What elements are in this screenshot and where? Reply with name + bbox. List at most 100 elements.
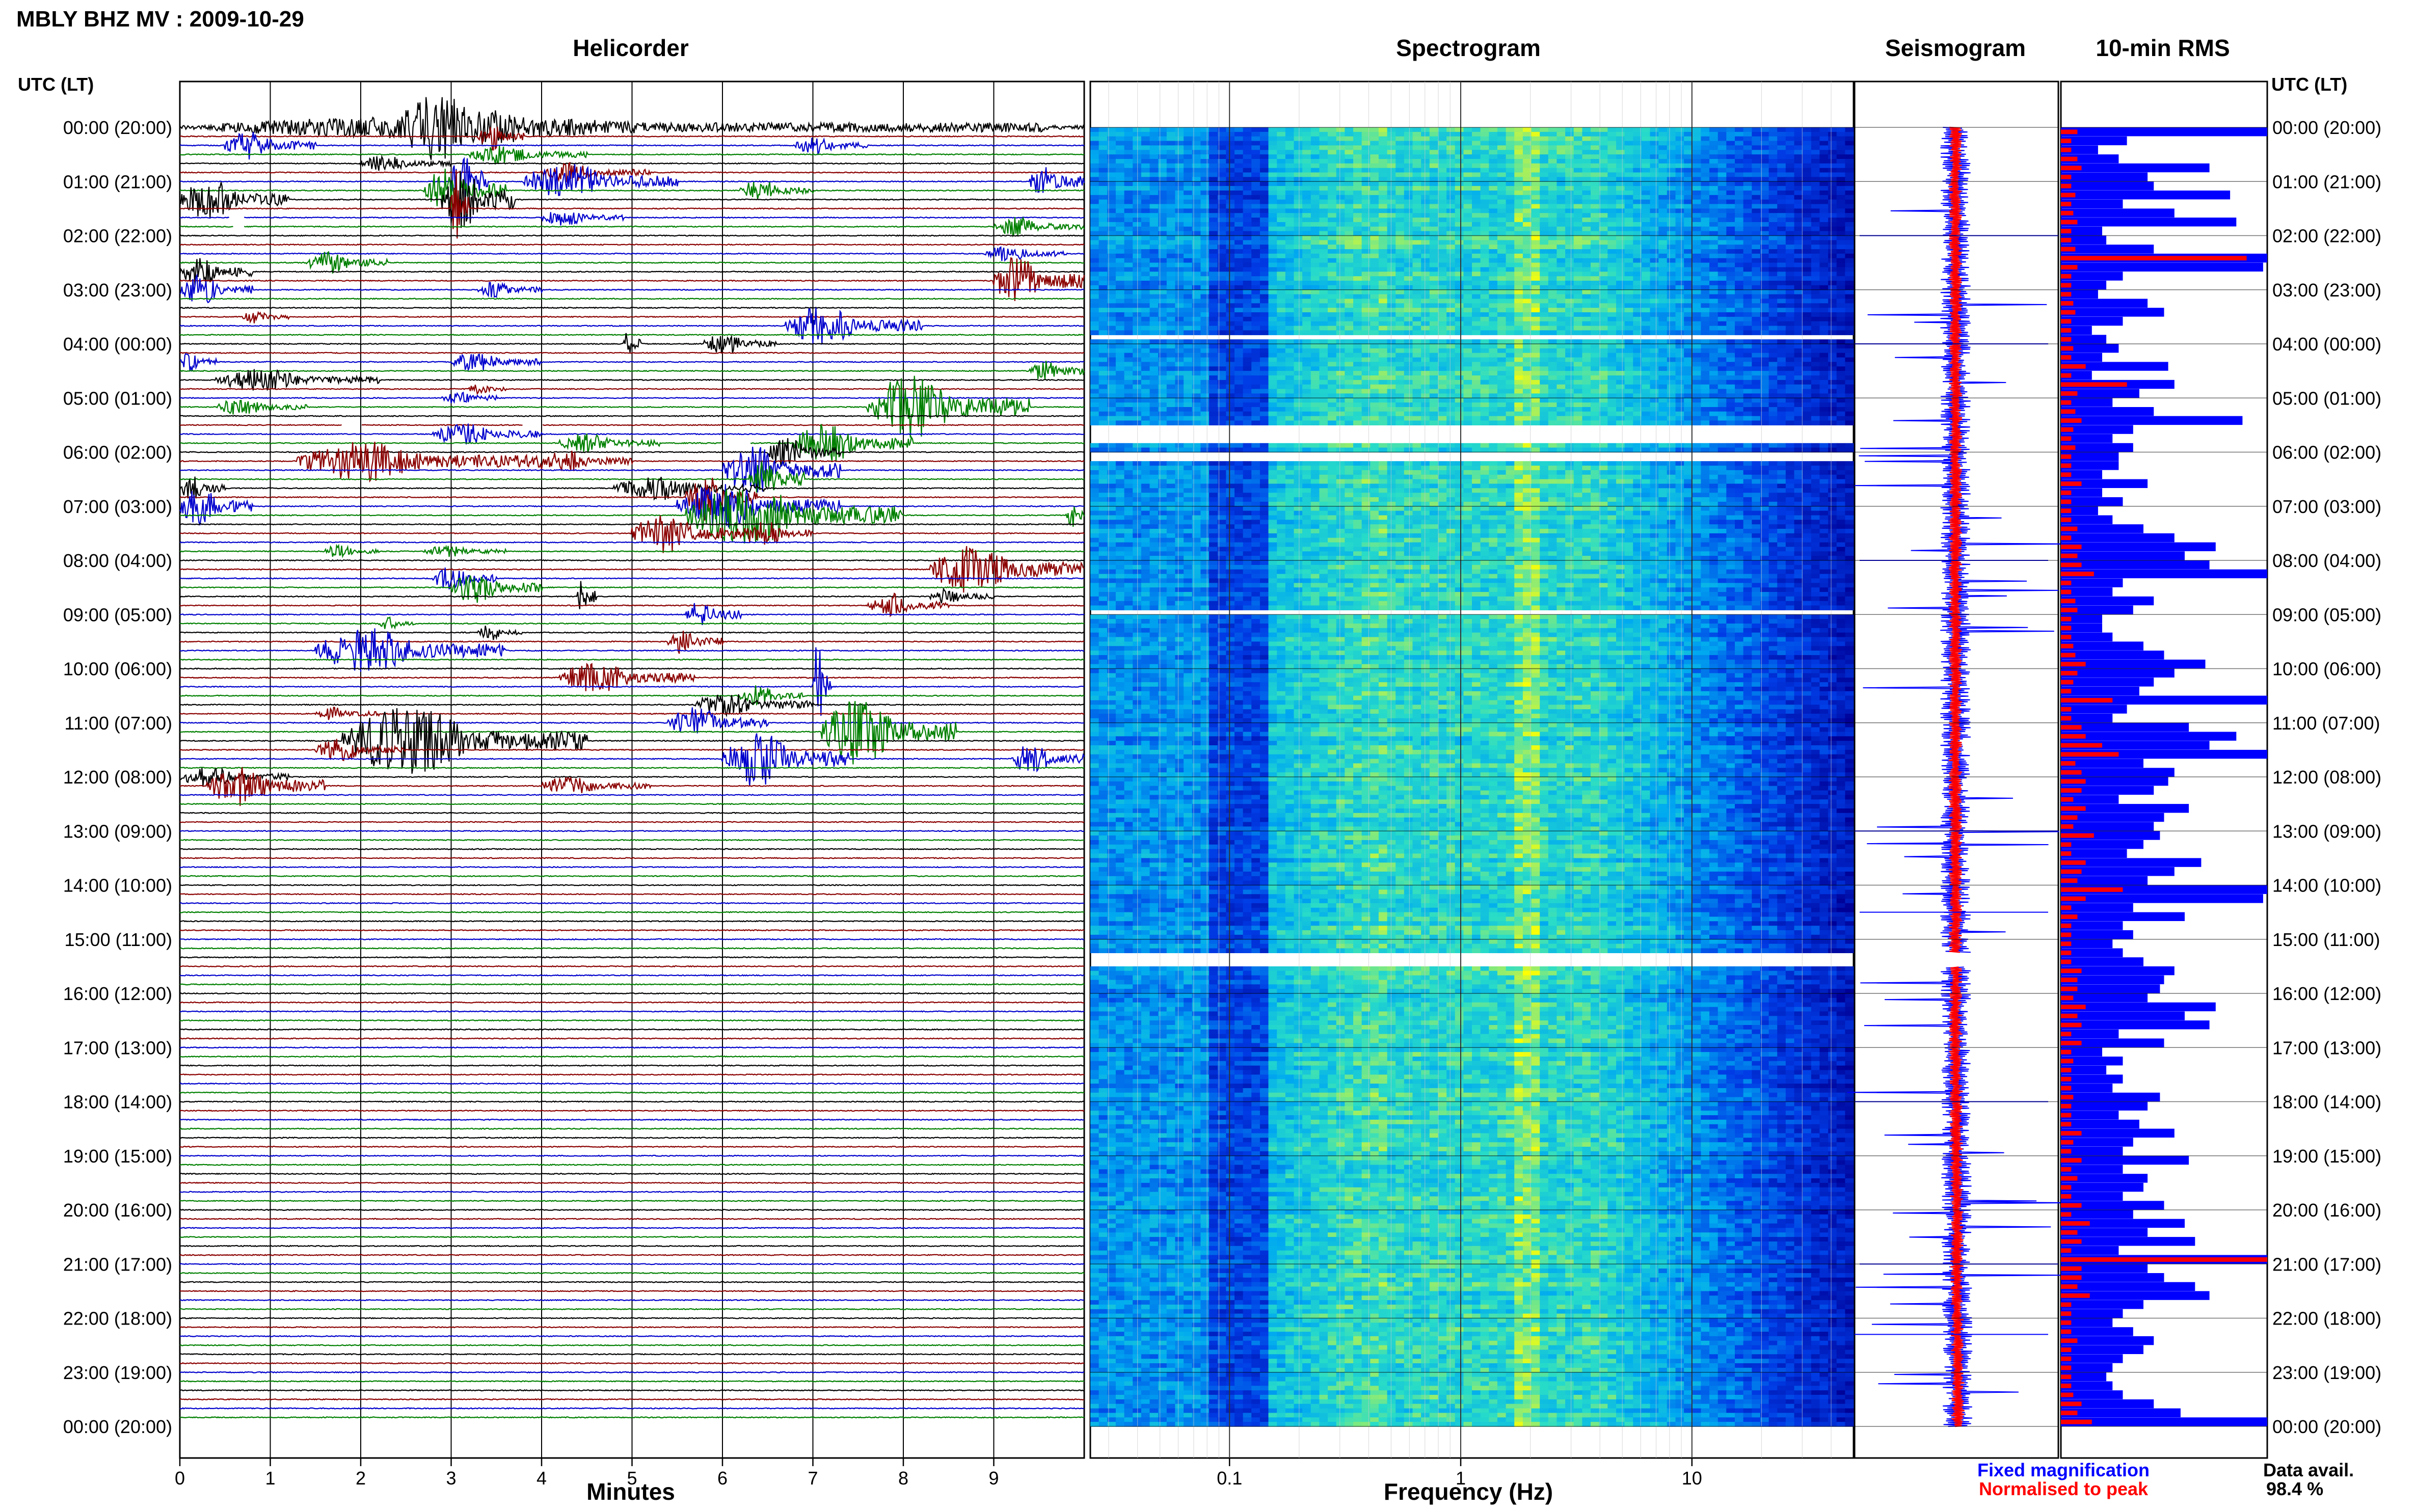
spectrogram-cell	[1540, 208, 1548, 213]
spectrogram-cell	[1557, 371, 1565, 376]
spectrogram-cell	[1260, 186, 1269, 191]
spectrogram-cell	[1514, 191, 1523, 196]
spectrogram-cell	[1786, 181, 1794, 186]
spectrogram-cell	[1396, 299, 1404, 304]
spectrogram-cell	[1574, 371, 1582, 376]
spectrogram-cell	[1752, 240, 1760, 245]
spectrogram-cell	[1463, 218, 1472, 223]
spectrogram-cell	[1251, 186, 1260, 191]
spectrogram-cell	[1463, 177, 1472, 182]
spectrogram-cell	[1642, 141, 1650, 146]
spectrogram-cell	[1421, 240, 1430, 245]
spectrogram-cell	[1302, 145, 1311, 150]
spectrogram-cell	[1489, 181, 1497, 186]
spectrogram-cell	[1548, 173, 1557, 178]
spectrogram-cell	[1235, 240, 1243, 245]
spectrogram-cell	[1565, 132, 1574, 137]
spectrogram-cell	[1540, 281, 1548, 286]
spectrogram-cell	[1726, 249, 1735, 254]
spectrogram-cell	[1591, 159, 1599, 164]
spectrogram-cell	[1311, 276, 1320, 281]
spectrogram-cell	[1404, 231, 1413, 236]
spectrogram-cell	[1540, 173, 1548, 178]
spectrogram-cell	[1209, 249, 1218, 254]
spectrogram-cell	[1430, 258, 1438, 263]
spectrogram-cell	[1557, 339, 1565, 344]
spectrogram-cell	[1837, 150, 1845, 155]
spectrogram-cell	[1192, 137, 1201, 142]
spectrogram-cell	[1557, 137, 1565, 142]
spectrogram-cell	[1430, 362, 1438, 367]
spectrogram-cell	[1362, 344, 1371, 349]
spectrogram-cell	[1311, 195, 1320, 200]
spectrogram-cell	[1752, 276, 1760, 281]
spectrogram-cell	[1455, 218, 1464, 223]
spectrogram-cell	[1557, 303, 1565, 308]
spectrogram-cell	[1777, 254, 1786, 259]
spectrogram-cell	[1150, 366, 1159, 371]
spectrogram-cell	[1192, 348, 1201, 354]
spectrogram-cell	[1463, 344, 1472, 349]
spectrogram-cell	[1625, 218, 1633, 223]
spectrogram-cell	[1446, 312, 1455, 317]
spectrogram-cell	[1116, 132, 1124, 137]
spectrogram-cell	[1565, 195, 1574, 200]
spectrogram-cell	[1438, 236, 1446, 241]
spectrogram-cell	[1294, 281, 1303, 286]
spectrogram-cell	[1532, 208, 1540, 213]
spectrogram-cell	[1819, 290, 1828, 295]
spectrogram-cell	[1124, 267, 1133, 273]
spectrogram-cell	[1743, 339, 1752, 344]
spectrogram-cell	[1362, 353, 1371, 358]
spectrogram-cell	[1819, 276, 1828, 281]
spectrogram-cell	[1455, 173, 1464, 178]
spectrogram-cell	[1548, 330, 1557, 335]
spectrogram-cell	[1607, 177, 1616, 182]
spectrogram-cell	[1769, 317, 1778, 322]
spectrogram-cell	[1277, 344, 1285, 349]
spectrogram-cell	[1175, 276, 1184, 281]
spectrogram-cell	[1446, 299, 1455, 304]
spectrogram-cell	[1565, 308, 1574, 313]
spectrogram-cell	[1532, 258, 1540, 263]
spectrogram-cell	[1438, 231, 1446, 236]
spectrogram-cell	[1362, 317, 1371, 322]
spectrogram-cell	[1421, 321, 1430, 327]
spectrogram-cell	[1379, 164, 1387, 169]
spectrogram-cell	[1167, 191, 1175, 196]
spectrogram-cell	[1803, 330, 1811, 335]
spectrogram-cell	[1116, 177, 1124, 182]
spectrogram-cell	[1192, 222, 1201, 227]
spectrogram-cell	[1209, 200, 1218, 205]
spectrogram-cell	[1328, 321, 1336, 327]
spectrogram-cell	[1226, 344, 1235, 349]
spectrogram-cell	[1336, 290, 1345, 295]
spectrogram-cell	[1819, 236, 1828, 241]
spectrogram-cell	[1260, 348, 1269, 354]
spectrogram-cell	[1811, 181, 1820, 186]
spectrogram-cell	[1090, 326, 1099, 331]
spectrogram-cell	[1658, 258, 1667, 263]
spectrogram-cell	[1133, 371, 1141, 376]
spectrogram-cell	[1396, 177, 1404, 182]
spectrogram-cell	[1642, 348, 1650, 354]
spectrogram-cell	[1803, 312, 1811, 317]
spectrogram-cell	[1726, 191, 1735, 196]
spectrogram-cell	[1302, 132, 1311, 137]
spectrogram-cell	[1582, 231, 1591, 236]
spectrogram-cell	[1251, 312, 1260, 317]
spectrogram-cell	[1141, 249, 1150, 254]
spectrogram-cell	[1540, 218, 1548, 223]
spectrogram-cell	[1090, 312, 1099, 317]
spectrogram-cell	[1235, 348, 1243, 354]
spectrogram-cell	[1336, 231, 1345, 236]
spectrogram-cell	[1158, 254, 1167, 259]
spectrogram-cell	[1158, 263, 1167, 268]
spectrogram-cell	[1184, 208, 1192, 213]
spectrogram-cell	[1625, 159, 1633, 164]
spectrogram-cell	[1463, 308, 1472, 313]
spectrogram-cell	[1455, 249, 1464, 254]
spectrogram-cell	[1650, 366, 1659, 371]
spectrogram-cell	[1701, 330, 1709, 335]
spectrogram-cell	[1489, 240, 1497, 245]
